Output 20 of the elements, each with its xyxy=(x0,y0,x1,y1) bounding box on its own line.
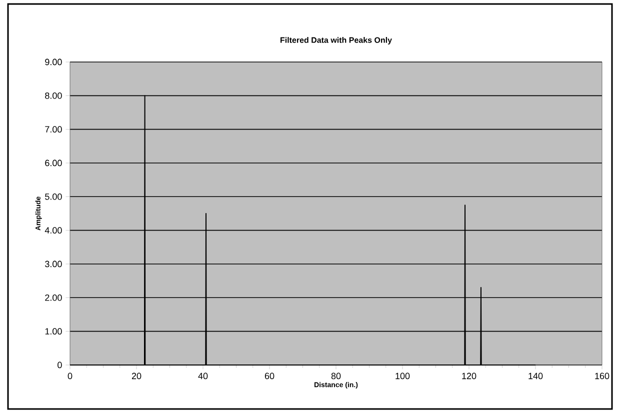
x-tick-label: 20 xyxy=(132,372,142,380)
y-tick-label: 8.00 xyxy=(45,92,62,99)
y-tick-label: 1.00 xyxy=(45,328,62,335)
y-tick-label: 4.00 xyxy=(44,227,62,234)
y-tick-label: 3.00 xyxy=(45,260,62,268)
x-tick-label: 160 xyxy=(595,372,610,380)
x-tick-label: 100 xyxy=(396,372,410,380)
y-tick-label: 5.00 xyxy=(45,193,62,200)
y-tick-label: 9.00 xyxy=(45,58,62,66)
y-tick-label: 2.00 xyxy=(45,294,62,301)
x-tick-label: 120 xyxy=(462,372,476,380)
y-tick-label: 6.00 xyxy=(45,160,62,166)
x-tick-label: 0 xyxy=(68,372,72,380)
y-tick-label: 7.00 xyxy=(45,126,62,133)
x-tick-label: 140 xyxy=(528,372,543,380)
x-tick-label: 60 xyxy=(264,372,274,380)
y-tick-label: 0 xyxy=(58,362,62,368)
chart-title: Filtered Data with Peaks Only xyxy=(280,37,392,44)
x-tick-label: 80 xyxy=(331,372,341,380)
x-tick-label: 40 xyxy=(198,372,208,380)
